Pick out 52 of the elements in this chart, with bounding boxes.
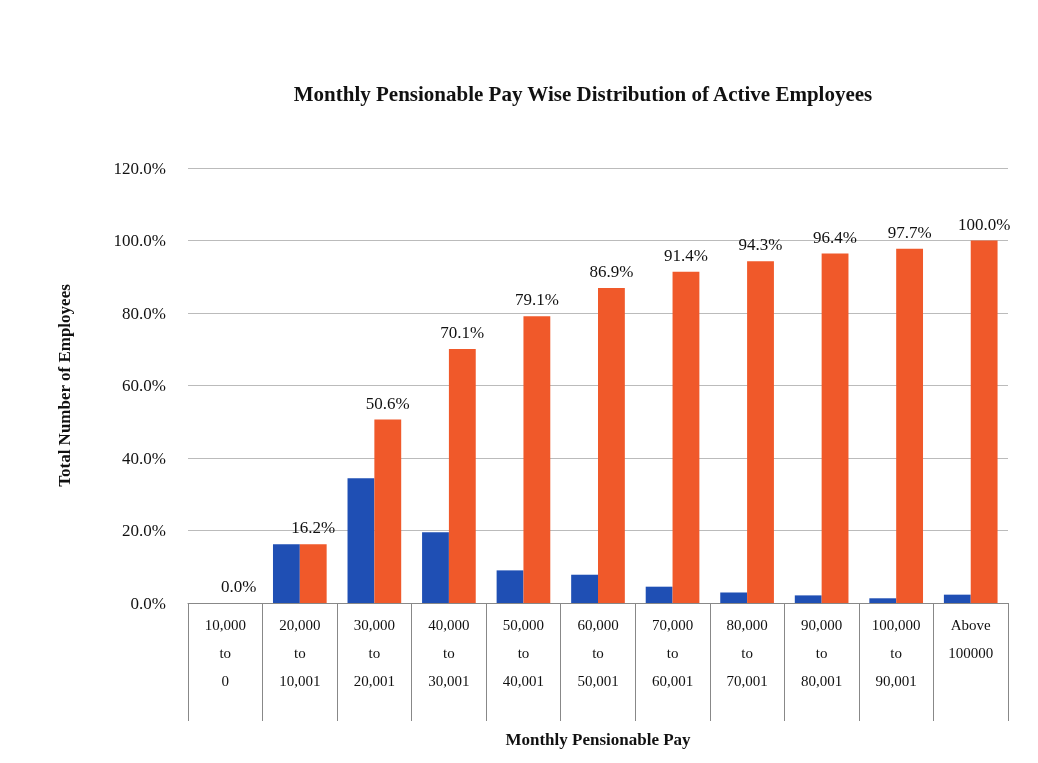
- data-label: 0.0%: [220, 577, 257, 596]
- y-tick-label: 120.0%: [113, 158, 166, 178]
- data-label: 79.1%: [514, 290, 559, 310]
- bar: [598, 287, 625, 603]
- x-tick-label: 50,000 to 40,001: [502, 617, 545, 689]
- x-axis-title: Monthly Pensionable Pay: [505, 730, 692, 749]
- x-tick-label: 10,000 to 0: [204, 617, 246, 689]
- y-tick-label: 100.0%: [113, 231, 166, 250]
- bar: [720, 592, 748, 603]
- data-label: 94.3%: [738, 235, 783, 255]
- data-label: 70.1%: [440, 322, 485, 342]
- y-tick-label: 80.0%: [122, 303, 166, 323]
- y-tick-label: 40.0%: [122, 448, 166, 468]
- bar: [645, 586, 673, 603]
- bar: [869, 598, 897, 603]
- bar: [272, 544, 300, 603]
- bar: [794, 595, 822, 603]
- bar: [896, 248, 924, 603]
- data-label: 50.6%: [365, 393, 410, 413]
- bar: [970, 240, 998, 603]
- bar: [571, 574, 598, 603]
- y-tick-label: 60.0%: [122, 376, 166, 395]
- bar: [672, 271, 700, 603]
- bar: [422, 532, 449, 603]
- x-tick-label: 40,000 to 30,001: [428, 617, 470, 689]
- x-tick-label: 80,000 to 70,001: [726, 617, 768, 689]
- y-tick-label: 0.0%: [130, 593, 166, 613]
- data-label: 96.4%: [813, 227, 858, 247]
- bar: [523, 316, 551, 603]
- y-tick-label: 20.0%: [122, 521, 166, 540]
- data-label: 16.2%: [291, 518, 336, 538]
- x-tick-label: 70,000 to 60,001: [651, 617, 694, 689]
- data-label: 97.7%: [887, 222, 932, 242]
- x-tick-label: 20,000 to 10,001: [279, 617, 321, 689]
- bar: [347, 478, 375, 603]
- data-label: 91.4%: [664, 245, 708, 265]
- bar: [374, 419, 402, 603]
- data-label: 100.0%: [957, 214, 1011, 234]
- y-axis-title: Total Number of Employees: [55, 283, 74, 487]
- x-tick-label: 60,000 to 50,001: [577, 617, 619, 689]
- bar: [821, 253, 849, 603]
- x-tick-label: 30,000 to 20,001: [353, 617, 395, 689]
- chart-title: Monthly Pensionable Pay Wise Distribution of Active Employees: [293, 81, 873, 106]
- x-tick-label: 100,000 to 90,001: [871, 617, 921, 689]
- bar: [448, 348, 476, 603]
- x-tick-label: 90,000 to 80,001: [801, 617, 843, 689]
- data-label: 86.9%: [589, 261, 634, 281]
- bar: [299, 544, 327, 603]
- x-tick-label: Above 100000: [948, 617, 994, 661]
- bar: [496, 570, 524, 603]
- bar: [943, 594, 971, 603]
- bar: [747, 261, 774, 603]
